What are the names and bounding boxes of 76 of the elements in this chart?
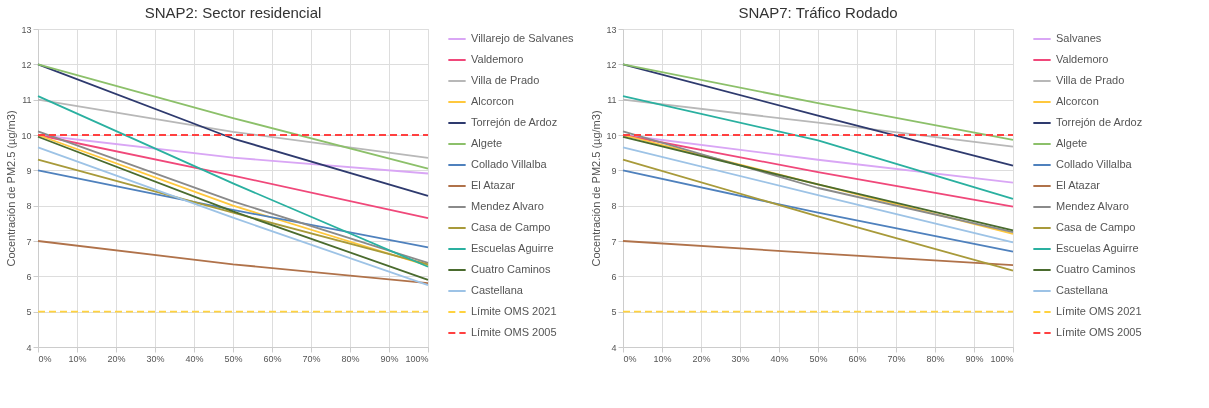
chart-title: SNAP2: Sector residencial bbox=[144, 4, 322, 21]
x-tick-label: 40% bbox=[185, 353, 204, 364]
legend-label: Algete bbox=[471, 137, 503, 149]
x-tick-label: 10% bbox=[68, 353, 87, 364]
legend-label: Escuelas Aguirre bbox=[1056, 242, 1139, 254]
x-tick-label: 70% bbox=[302, 353, 321, 364]
y-tick-label: 5 bbox=[26, 307, 32, 318]
x-tick-label: 50% bbox=[809, 353, 828, 364]
y-tick-label: 13 bbox=[606, 24, 617, 35]
y-tick-label: 10 bbox=[606, 130, 617, 141]
x-tick-label: 80% bbox=[926, 353, 945, 364]
y-tick-label: 4 bbox=[611, 342, 617, 353]
legend-label: El Atazar bbox=[471, 179, 516, 191]
x-tick-label: 50% bbox=[224, 353, 243, 364]
legend-label: Collado Villalba bbox=[471, 158, 548, 170]
y-tick-label: 7 bbox=[611, 236, 617, 247]
y-axis-title: Cocentración de PM2.5 (µg/m3) bbox=[5, 110, 18, 267]
legend-label: Cuatro Caminos bbox=[1056, 263, 1136, 275]
y-tick-label: 11 bbox=[22, 95, 32, 106]
legend-label: Casa de Campo bbox=[471, 221, 551, 233]
legend-label: Límite OMS 2021 bbox=[1056, 305, 1142, 317]
legend-label: Límite OMS 2021 bbox=[471, 305, 557, 317]
x-tick-label: 20% bbox=[692, 353, 711, 364]
y-tick-label: 5 bbox=[611, 307, 617, 318]
x-tick-label: 100% bbox=[990, 353, 1014, 364]
x-tick-label: 90% bbox=[380, 353, 399, 364]
y-tick-label: 11 bbox=[607, 95, 617, 106]
legend-label: Villa de Prado bbox=[471, 74, 540, 86]
legend-label: Castellana bbox=[1056, 284, 1109, 296]
legend-label: Collado Villalba bbox=[1056, 158, 1133, 170]
legend-label: Cuatro Caminos bbox=[471, 263, 551, 275]
y-tick-label: 6 bbox=[611, 271, 617, 282]
legend-label: Límite OMS 2005 bbox=[471, 326, 557, 338]
y-tick-label: 4 bbox=[26, 342, 32, 353]
legend-label: Torrejón de Ardoz bbox=[1056, 116, 1143, 128]
x-tick-label: 80% bbox=[341, 353, 360, 364]
x-tick-label: 100% bbox=[405, 353, 429, 364]
x-tick-label: 30% bbox=[146, 353, 165, 364]
legend-label: Valdemoro bbox=[471, 53, 524, 65]
legend-label: Valdemoro bbox=[1056, 53, 1109, 65]
legend-label: Torrejón de Ardoz bbox=[471, 116, 558, 128]
y-tick-label: 8 bbox=[26, 201, 32, 212]
legend-label: Castellana bbox=[471, 284, 524, 296]
legend-label: Mendez Alvaro bbox=[1056, 200, 1129, 212]
x-tick-label: 20% bbox=[107, 353, 126, 364]
y-tick-label: 7 bbox=[26, 236, 32, 247]
x-tick-label: 30% bbox=[731, 353, 750, 364]
legend-label: El Atazar bbox=[1056, 179, 1101, 191]
x-tick-label: 40% bbox=[770, 353, 789, 364]
chart-title: SNAP7: Tráfico Rodado bbox=[738, 4, 898, 21]
y-axis-title: Cocentración de PM2.5 (µg/m3) bbox=[590, 110, 603, 267]
legend-label: Algete bbox=[1056, 137, 1088, 149]
x-tick-label: 60% bbox=[848, 353, 867, 364]
x-tick-label: 70% bbox=[887, 353, 906, 364]
y-tick-label: 12 bbox=[606, 59, 617, 70]
x-tick-label: 60% bbox=[263, 353, 282, 364]
y-tick-label: 9 bbox=[611, 165, 617, 176]
y-tick-label: 12 bbox=[21, 59, 32, 70]
legend-label: Mendez Alvaro bbox=[471, 200, 544, 212]
y-tick-label: 13 bbox=[21, 24, 32, 35]
legend-label: Escuelas Aguirre bbox=[471, 242, 554, 254]
legend-label: Villarejo de Salvanes bbox=[471, 32, 575, 44]
x-tick-label: 0% bbox=[623, 353, 637, 364]
y-tick-label: 10 bbox=[21, 130, 32, 141]
legend-label: Límite OMS 2005 bbox=[1056, 326, 1142, 338]
x-tick-label: 10% bbox=[653, 353, 672, 364]
legend-label: Salvanes bbox=[1056, 32, 1102, 44]
legend-label: Villa de Prado bbox=[1056, 74, 1125, 86]
legend-label: Casa de Campo bbox=[1056, 221, 1136, 233]
x-tick-label: 0% bbox=[38, 353, 52, 364]
legend-label: Alcorcon bbox=[1056, 95, 1099, 107]
x-tick-label: 90% bbox=[965, 353, 984, 364]
y-tick-label: 9 bbox=[26, 165, 32, 176]
y-tick-label: 6 bbox=[26, 271, 32, 282]
y-tick-label: 8 bbox=[611, 201, 617, 212]
legend-label: Alcorcon bbox=[471, 95, 514, 107]
